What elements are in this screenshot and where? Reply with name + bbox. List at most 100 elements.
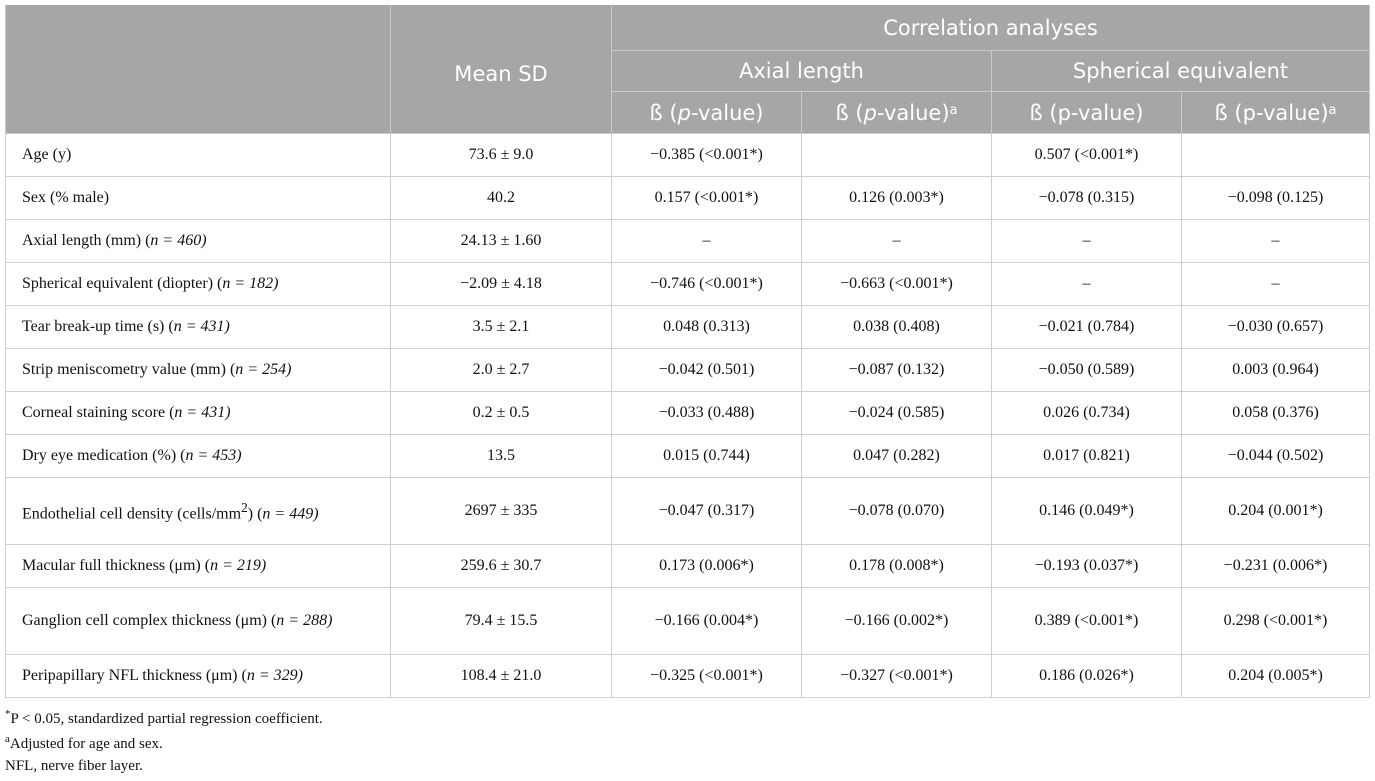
cell-se-beta-adjusted: 0.003 (0.964): [1180, 348, 1371, 392]
row-variable: Strip meniscometry value (mm) (n = 254): [5, 348, 391, 392]
cell-se-beta: 0.389 (<0.001*): [991, 587, 1182, 655]
sample-size-label: n = 453): [185, 447, 242, 464]
cell-se-beta: –: [991, 262, 1182, 306]
footnote-abbreviation: NFL, nerve fiber layer.: [5, 758, 143, 774]
cell-al-beta: −0.033 (0.488): [611, 391, 802, 435]
sample-size-label: n = 460): [150, 232, 207, 249]
variable-label: Peripapillary NFL thickness (μm) (: [22, 667, 247, 684]
cell-al-beta: 0.048 (0.313): [611, 305, 802, 349]
cell-al-beta: −0.746 (<0.001*): [611, 262, 802, 306]
footnote-adjusted: aAdjusted for age and sex.: [5, 733, 163, 753]
variable-label: Strip meniscometry value (mm) (: [22, 361, 236, 378]
cell-mean-sd: 108.4 ± 21.0: [390, 654, 612, 698]
cell-se-beta-adjusted: −0.030 (0.657): [1180, 305, 1371, 349]
header-superscript-a: a: [1328, 102, 1337, 118]
sample-size-label: n = 449): [262, 505, 319, 523]
cell-mean-sd: 259.6 ± 30.7: [390, 544, 612, 588]
cell-al-beta: –: [611, 219, 802, 263]
variable-label: Spherical equivalent (diopter) (: [22, 275, 223, 292]
cell-se-beta-adjusted: 0.298 (<0.001*): [1180, 587, 1371, 655]
cell-mean-sd: 79.4 ± 15.5: [390, 587, 612, 655]
row-variable: Corneal staining score (n = 431): [5, 391, 391, 435]
variable-label: Sex (% male): [22, 189, 110, 206]
cell-se-beta-adjusted: 0.204 (0.005*): [1180, 654, 1371, 698]
table-row: Corneal staining score (n = 431) 0.2 ± 0.…: [5, 391, 1371, 435]
row-variable: Peripapillary NFL thickness (μm) (n = 32…: [5, 654, 391, 698]
cell-se-beta-adjusted: −0.231 (0.006*): [1180, 544, 1371, 588]
table-row: Dry eye medication (%) (n = 453) 13.5 0.01…: [5, 434, 1371, 478]
cell-se-beta: −0.021 (0.784): [991, 305, 1182, 349]
cell-se-beta: 0.026 (0.734): [991, 391, 1182, 435]
cell-se-beta: 0.507 (<0.001*): [991, 133, 1182, 177]
cell-mean-sd: 3.5 ± 2.1: [390, 305, 612, 349]
header-variable-blank: [5, 5, 391, 134]
sample-size-label: n = 254): [235, 361, 292, 378]
table-row: Tear break-up time (s) (n = 431) 3.5 ± 2.…: [5, 305, 1371, 349]
cell-se-beta: –: [991, 219, 1182, 263]
header-se-beta-adjusted: ß (p-value)a: [1180, 91, 1371, 134]
footnote-a-text: Adjusted for age and sex.: [9, 736, 163, 752]
cell-mean-sd: 13.5: [390, 434, 612, 478]
variable-label: Endothelial cell density (cells/mm: [22, 505, 242, 523]
cell-se-beta-adjusted: 0.204 (0.001*): [1180, 477, 1371, 545]
cell-se-beta-adjusted: −0.044 (0.502): [1180, 434, 1371, 478]
row-variable: Spherical equivalent (diopter) (n = 182): [5, 262, 391, 306]
header-text-p: p: [863, 100, 877, 125]
variable-superscript: 2: [241, 499, 248, 515]
row-variable: Axial length (mm) (n = 460): [5, 219, 391, 263]
variable-label: Axial length (mm) (: [22, 232, 151, 249]
cell-al-beta: −0.047 (0.317): [611, 477, 802, 545]
table-row: Peripapillary NFL thickness (μm) (n = 32…: [5, 654, 1371, 698]
cell-se-beta-adjusted: –: [1180, 219, 1371, 263]
sample-size-label: n = 219): [210, 557, 267, 574]
table-row: Sex (% male) 40.2 0.157 (<0.001*) 0.126 (0.…: [5, 176, 1371, 220]
header-correlation-analyses: Correlation analyses: [610, 5, 1371, 51]
variable-label-after: ) (: [247, 505, 263, 523]
header-spherical-equivalent: Spherical equivalent: [990, 50, 1371, 92]
variable-label: Ganglion cell complex thickness (μm) (: [22, 612, 277, 629]
footnote-a-symbol: a: [5, 733, 10, 745]
table-row: Endothelial cell density (cells/mm2) (n …: [5, 477, 1371, 545]
row-variable: Dry eye medication (%) (n = 453): [5, 434, 391, 478]
cell-mean-sd: 40.2: [390, 176, 612, 220]
cell-se-beta: 0.146 (0.049*): [991, 477, 1182, 545]
header-axial-length: Axial length: [611, 50, 992, 92]
cell-se-beta-adjusted: –: [1180, 262, 1371, 306]
variable-label: Age (y): [22, 146, 72, 163]
cell-al-beta-adjusted: [801, 133, 992, 177]
cell-se-beta: 0.186 (0.026*): [991, 654, 1182, 698]
table-row: Macular full thickness (μm) (n = 219) 259…: [5, 544, 1371, 588]
variable-label: Macular full thickness (μm) (: [22, 557, 211, 574]
cell-al-beta-adjusted: −0.078 (0.070): [801, 477, 992, 545]
cell-mean-sd: −2.09 ± 4.18: [390, 262, 612, 306]
cell-al-beta-adjusted: −0.166 (0.002*): [801, 587, 992, 655]
row-variable: Tear break-up time (s) (n = 431): [5, 305, 391, 349]
cell-se-beta: −0.078 (0.315): [991, 176, 1182, 220]
results-table: Mean SD Correlation analyses Axial lengt…: [5, 5, 1371, 698]
header-text-pre: ß (: [649, 100, 678, 125]
cell-se-beta-adjusted: 0.058 (0.376): [1180, 391, 1371, 435]
cell-al-beta-adjusted: 0.047 (0.282): [801, 434, 992, 478]
footnote-star-symbol: *: [5, 708, 11, 720]
row-variable: Macular full thickness (μm) (n = 219): [5, 544, 391, 588]
table-row: Age (y) 73.6 ± 9.0 −0.385 (<0.001*) 0.507 (…: [5, 133, 1371, 177]
sample-size-label: n = 288): [276, 612, 333, 629]
row-variable: Age (y): [5, 133, 391, 177]
cell-se-beta: −0.050 (0.589): [991, 348, 1182, 392]
cell-se-beta: 0.017 (0.821): [991, 434, 1182, 478]
cell-al-beta: 0.015 (0.744): [611, 434, 802, 478]
variable-label: Tear break-up time (s) (: [22, 318, 174, 335]
cell-se-beta-adjusted: −0.098 (0.125): [1180, 176, 1371, 220]
cell-al-beta-adjusted: 0.178 (0.008*): [801, 544, 992, 588]
cell-al-beta-adjusted: –: [801, 219, 992, 263]
header-superscript-a: a: [949, 102, 958, 118]
header-text-p: p: [677, 100, 691, 125]
sample-size-label: n = 431): [173, 318, 230, 335]
footnote-significance: *P < 0.05, standardized partial regressi…: [5, 708, 323, 728]
header-text-post: -value): [876, 100, 950, 125]
cell-al-beta-adjusted: 0.126 (0.003*): [801, 176, 992, 220]
cell-mean-sd: 24.13 ± 1.60: [390, 219, 612, 263]
sample-size-label: n = 182): [222, 275, 279, 292]
variable-label: Dry eye medication (%) (: [22, 447, 186, 464]
cell-al-beta: −0.042 (0.501): [611, 348, 802, 392]
